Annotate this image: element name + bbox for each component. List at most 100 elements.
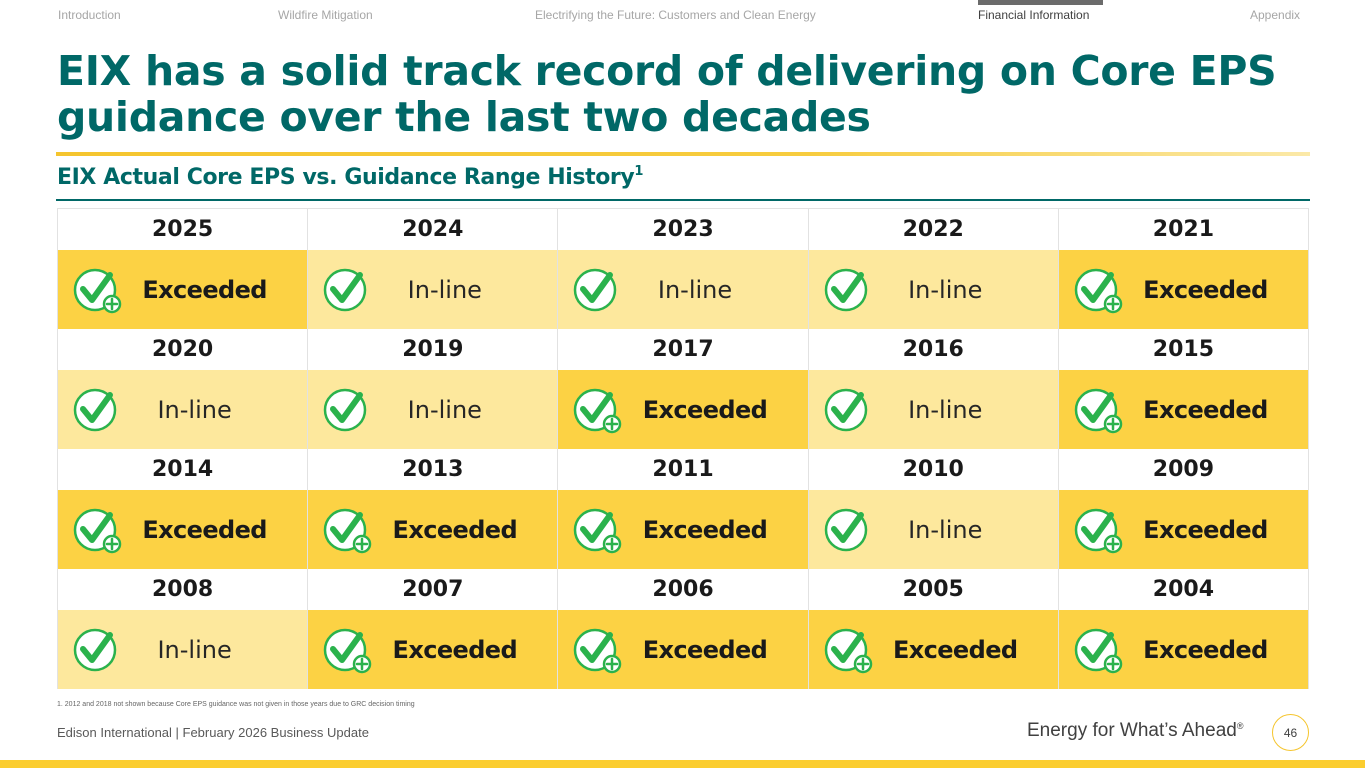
- year-cell-2015: 2015: [1058, 329, 1310, 370]
- year-row: 2025 2024 2023 2022 2021: [58, 209, 1310, 250]
- status-label: In-line: [908, 515, 983, 544]
- check-circle-icon: [322, 266, 372, 314]
- status-label: Exceeded: [1143, 275, 1268, 304]
- status-cell-2009: Exceeded: [1058, 490, 1310, 569]
- year-cell-2011: 2011: [558, 449, 809, 490]
- nav-item-financial-information[interactable]: Financial Information: [978, 8, 1090, 22]
- year-cell-2005: 2005: [808, 569, 1059, 610]
- year-cell-2009: 2009: [1058, 449, 1310, 490]
- status-label: Exceeded: [392, 635, 518, 664]
- status-cell-2024: In-line: [308, 250, 559, 329]
- status-label: In-line: [407, 395, 482, 424]
- status-label: Exceeded: [1143, 635, 1268, 664]
- year-cell-2006: 2006: [558, 569, 809, 610]
- subtitle-divider: [56, 199, 1310, 201]
- status-cell-2014: Exceeded: [58, 490, 309, 569]
- check-circle-icon: [572, 266, 622, 314]
- status-cell-2016: In-line: [808, 370, 1059, 449]
- status-cell-2015: Exceeded: [1058, 370, 1310, 449]
- check-circle-plus-icon: [72, 506, 122, 554]
- nav-item-introduction[interactable]: Introduction: [58, 8, 121, 22]
- status-label: Exceeded: [142, 275, 267, 304]
- subtitle-text: EIX Actual Core EPS vs. Guidance Range H…: [57, 165, 635, 190]
- year-cell-2022: 2022: [808, 209, 1059, 250]
- check-circle-icon: [322, 386, 372, 434]
- status-cell-2007: Exceeded: [308, 610, 559, 689]
- year-cell-2008: 2008: [58, 569, 309, 610]
- guidance-history-table: 2025 2024 2023 2022 2021 Exceeded In-line In-li…: [57, 208, 1310, 689]
- status-label: In-line: [908, 275, 983, 304]
- top-navigation: Introduction Wildfire Mitigation Electri…: [0, 0, 1365, 30]
- status-row: Exceeded In-line In-line In-line Exceeded: [58, 250, 1310, 329]
- status-cell-2008: In-line: [58, 610, 309, 689]
- check-circle-plus-icon: [1073, 626, 1123, 674]
- status-label: Exceeded: [1143, 515, 1268, 544]
- status-row: Exceeded Exceeded Exceeded In-line Exceeded: [58, 490, 1310, 569]
- status-cell-2019: In-line: [308, 370, 559, 449]
- page-title: EIX has a solid track record of deliveri…: [57, 47, 1277, 141]
- status-cell-2004: Exceeded: [1058, 610, 1310, 689]
- check-circle-plus-icon: [572, 506, 622, 554]
- status-label: In-line: [157, 635, 232, 664]
- check-circle-icon: [823, 506, 873, 554]
- status-cell-2023: In-line: [558, 250, 809, 329]
- status-cell-2022: In-line: [808, 250, 1059, 329]
- page-number-badge: 46: [1272, 714, 1309, 751]
- status-cell-2005: Exceeded: [808, 610, 1059, 689]
- title-divider: [56, 152, 1310, 156]
- footnote: 1. 2012 and 2018 not shown because Core …: [57, 701, 415, 708]
- nav-item-appendix[interactable]: Appendix: [1250, 8, 1301, 22]
- section-subtitle: EIX Actual Core EPS vs. Guidance Range H…: [57, 164, 643, 190]
- status-cell-2020: In-line: [58, 370, 309, 449]
- year-cell-2010: 2010: [808, 449, 1059, 490]
- check-circle-plus-icon: [322, 506, 372, 554]
- status-cell-2013: Exceeded: [308, 490, 559, 569]
- check-circle-plus-icon: [72, 266, 122, 314]
- check-circle-plus-icon: [572, 626, 622, 674]
- status-cell-2010: In-line: [808, 490, 1059, 569]
- check-circle-icon: [72, 386, 122, 434]
- tagline-text: Energy for What’s Ahead: [1027, 720, 1237, 741]
- status-cell-2006: Exceeded: [558, 610, 809, 689]
- status-label: Exceeded: [392, 515, 518, 544]
- footer-tagline: Energy for What’s Ahead®: [1027, 720, 1243, 742]
- check-circle-plus-icon: [823, 626, 873, 674]
- status-label: Exceeded: [1143, 395, 1268, 424]
- check-circle-plus-icon: [322, 626, 372, 674]
- nav-item-electrifying-the-future[interactable]: Electrifying the Future: Customers and C…: [535, 8, 816, 22]
- year-cell-2016: 2016: [808, 329, 1059, 370]
- year-row: 2014 2013 2011 2010 2009: [58, 449, 1310, 490]
- year-cell-2025: 2025: [58, 209, 309, 250]
- nav-item-wildfire-mitigation[interactable]: Wildfire Mitigation: [278, 8, 373, 22]
- year-cell-2013: 2013: [308, 449, 559, 490]
- status-cell-2025: Exceeded: [58, 250, 309, 329]
- status-label: Exceeded: [892, 635, 1018, 664]
- status-label: In-line: [908, 395, 983, 424]
- check-circle-plus-icon: [1073, 386, 1123, 434]
- status-label: Exceeded: [642, 515, 768, 544]
- footnote-marker: 1: [634, 164, 643, 179]
- active-section-marker: [978, 0, 1103, 5]
- year-row: 2020 2019 2017 2016 2015: [58, 329, 1310, 370]
- status-label: Exceeded: [142, 515, 267, 544]
- year-cell-2020: 2020: [58, 329, 309, 370]
- status-label: In-line: [657, 275, 733, 304]
- status-label: Exceeded: [642, 635, 768, 664]
- status-row: In-line In-line Exceeded In-line Exceeded: [58, 370, 1310, 449]
- page-number: 46: [1283, 725, 1298, 740]
- year-cell-2004: 2004: [1058, 569, 1310, 610]
- year-row: 2008 2007 2006 2005 2004: [58, 569, 1310, 610]
- check-circle-icon: [823, 386, 873, 434]
- registered-mark: ®: [1236, 721, 1244, 731]
- check-circle-icon: [72, 626, 122, 674]
- check-circle-plus-icon: [1073, 506, 1123, 554]
- bottom-accent-bar: [0, 760, 1365, 768]
- year-cell-2021: 2021: [1058, 209, 1310, 250]
- status-cell-2011: Exceeded: [558, 490, 809, 569]
- footer-company-text: Edison International | February 2026 Bus…: [57, 725, 369, 740]
- check-circle-plus-icon: [572, 386, 622, 434]
- check-circle-icon: [823, 266, 873, 314]
- year-cell-2023: 2023: [558, 209, 809, 250]
- status-label: In-line: [407, 275, 482, 304]
- check-circle-plus-icon: [1073, 266, 1123, 314]
